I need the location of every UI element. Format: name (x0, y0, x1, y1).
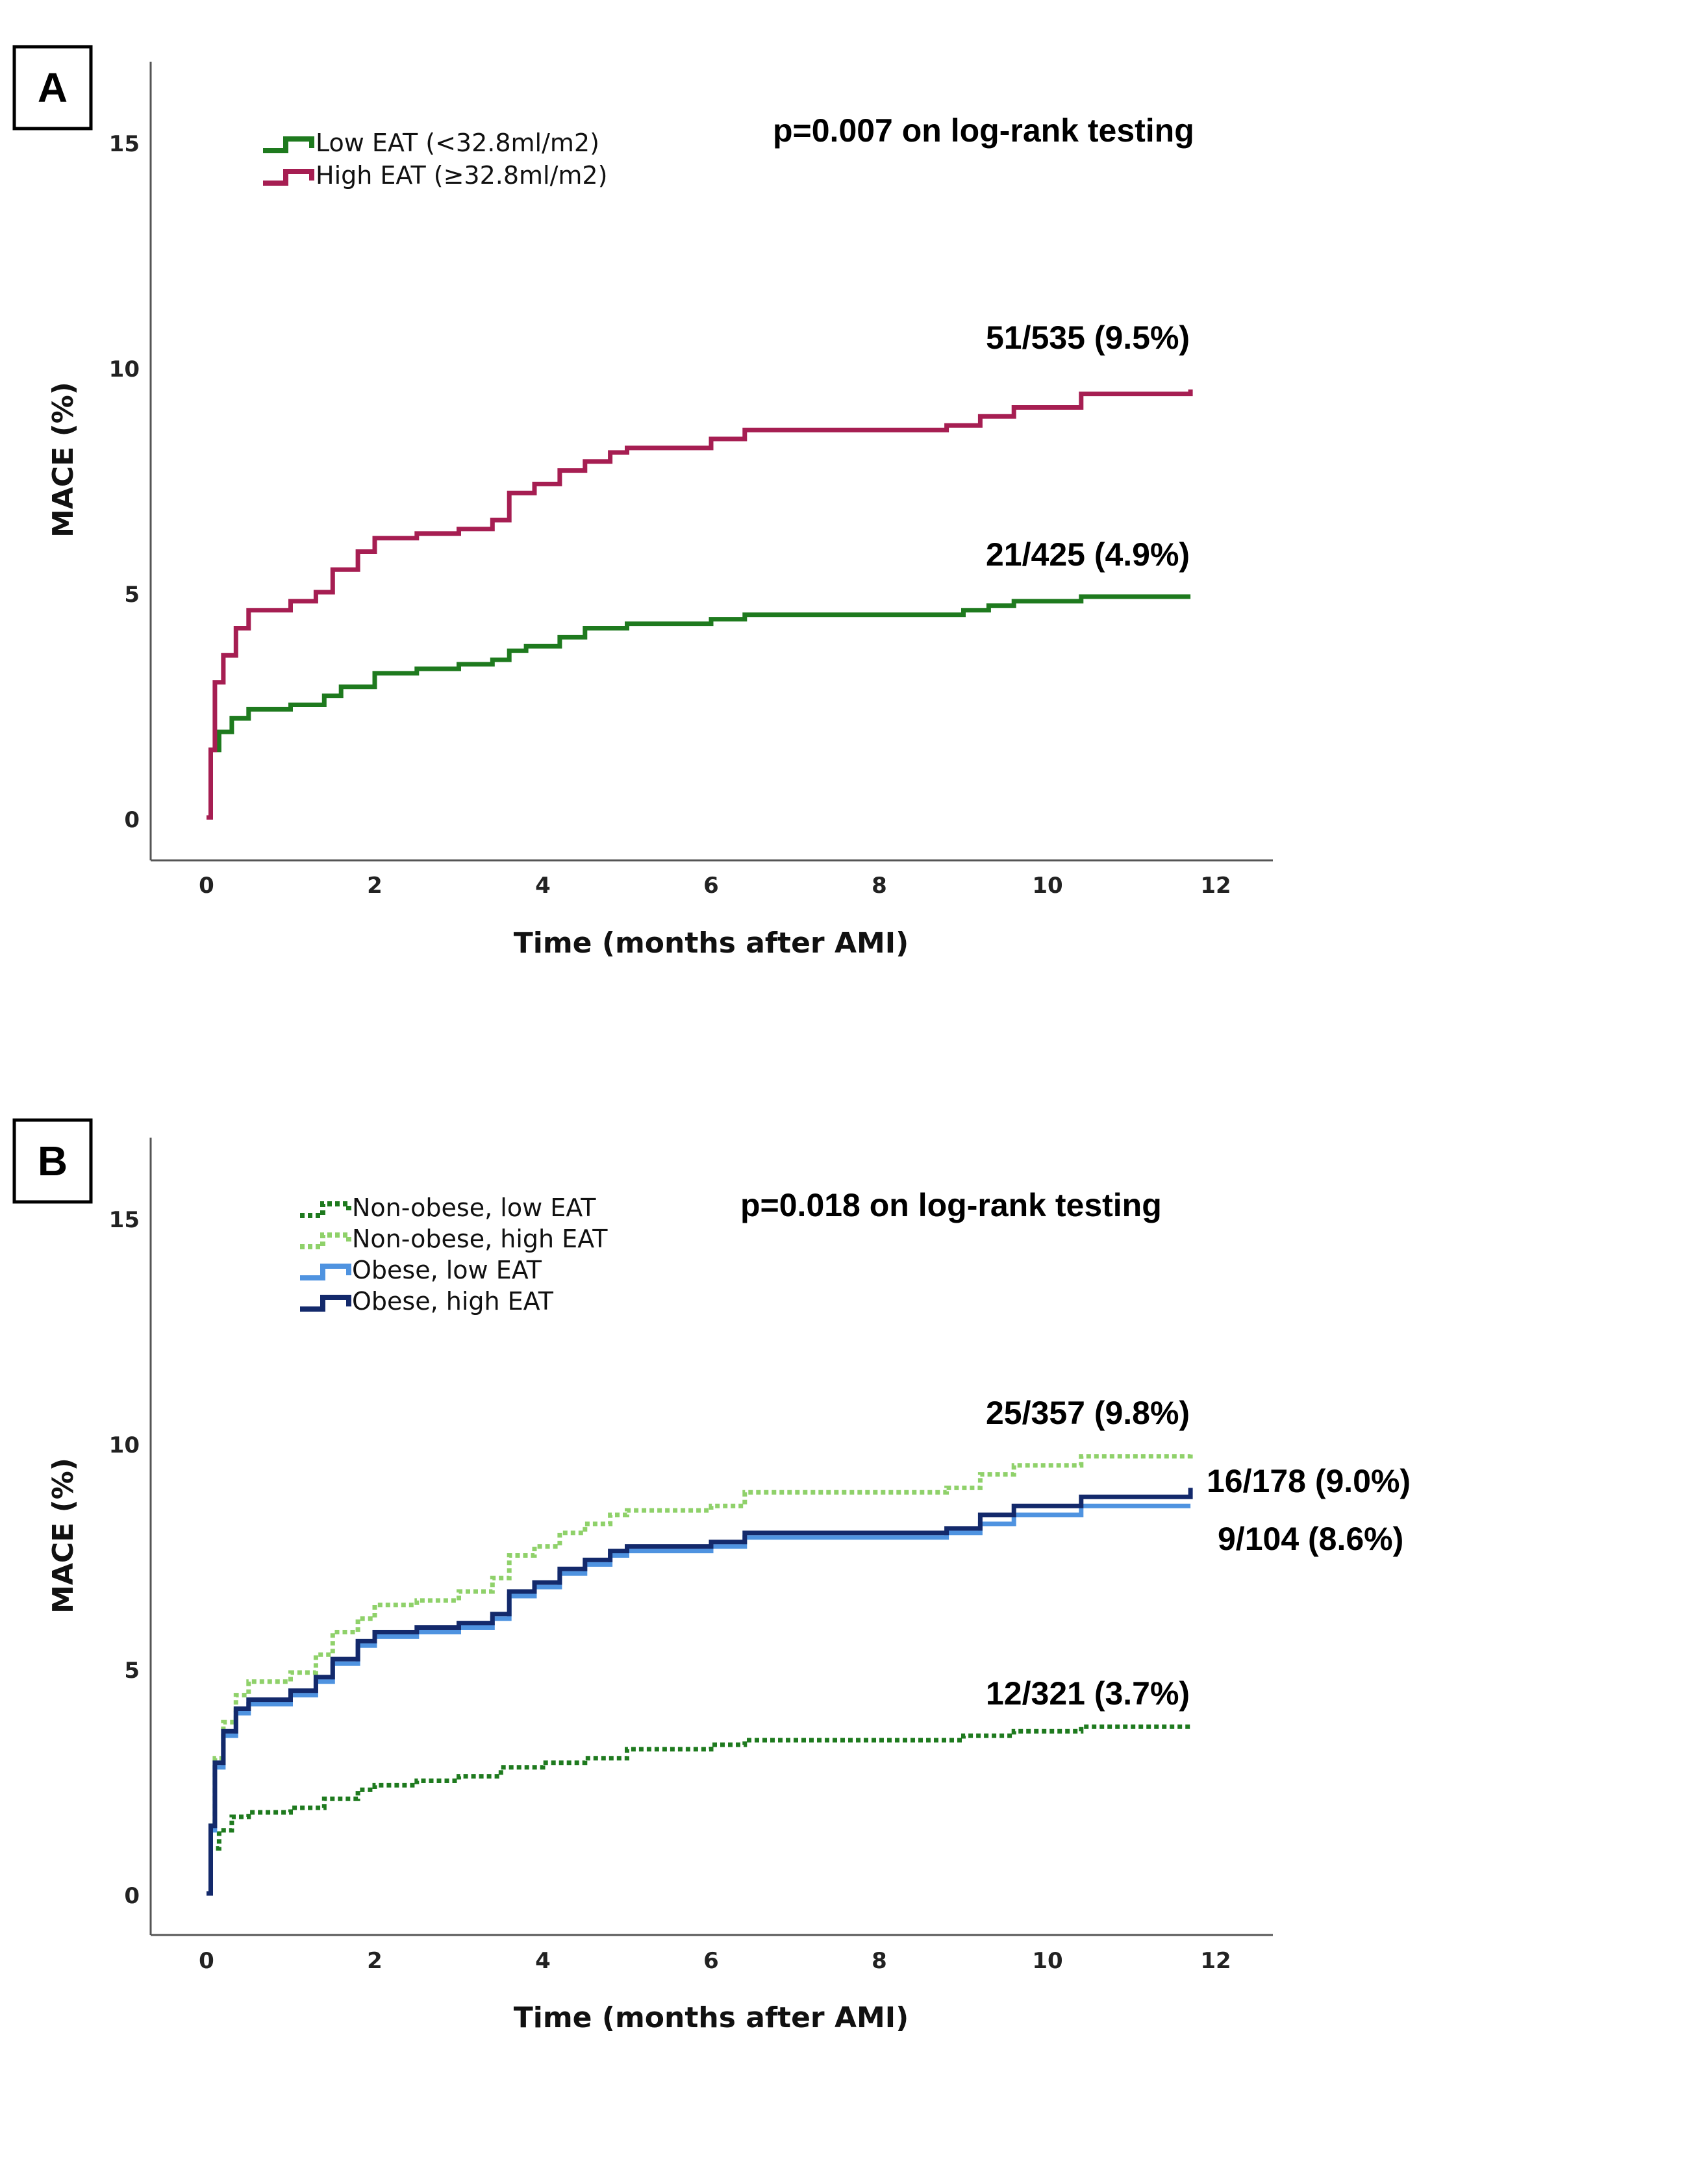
panel-b-x-ticks: 0 2 4 6 8 10 12 (199, 1948, 1231, 1974)
panel-a-end-label: 21/425 (4.9%) (986, 536, 1190, 573)
panel-b-end-label: 12/321 (3.7%) (986, 1675, 1190, 1712)
panel-b-legend-label: Obese, high EAT (352, 1287, 554, 1316)
panel-b-legend-swatch-nonobese-high (300, 1232, 351, 1249)
panel-a-legend-label: High EAT (≥32.8ml/m2) (316, 161, 607, 190)
panel-b-x-tick-label: 8 (872, 1948, 887, 1974)
panel-a-pvalue-annotation: p=0.007 on log-rank testing (773, 112, 1194, 149)
panel-a-x-tick-label: 12 (1200, 873, 1231, 899)
panel-a-legend-item: Low EAT (<32.8ml/m2) (263, 129, 599, 157)
panel-a-x-tick-label: 8 (872, 873, 887, 899)
panel-b-series-line-1 (207, 1724, 1191, 1896)
panel-b-letter: B (38, 1138, 68, 1184)
panel-b-x-tick-label: 0 (199, 1948, 214, 1974)
panel-a-legend-label: Low EAT (<32.8ml/m2) (316, 129, 599, 157)
panel-b: B 0 5 10 15 0 2 4 6 8 10 12 Time (months… (12, 1118, 1411, 2034)
panel-a-series-lines (207, 389, 1193, 820)
panel-a-y-ticks: 0 5 10 15 (109, 131, 140, 833)
panel-a-x-tick-label: 6 (703, 873, 719, 899)
panel-a-y-tick-label: 0 (124, 807, 140, 833)
panel-a: A 0 5 10 15 0 2 4 6 8 10 12 Time (months… (12, 45, 1273, 960)
panel-a-legend-swatch-low-eat (263, 136, 314, 153)
panel-a-x-tick-label: 2 (367, 873, 383, 899)
panel-b-legend-swatch-obese-high (300, 1295, 351, 1312)
panel-b-y-ticks: 0 5 10 15 (109, 1207, 140, 1909)
panel-a-x-tick-label: 4 (535, 873, 551, 899)
panel-b-legend: Non-obese, low EAT Non-obese, high EAT O… (300, 1193, 608, 1316)
panel-a-x-tick-label: 0 (199, 873, 214, 899)
panel-b-series-line-4 (207, 1488, 1193, 1896)
panel-a-x-ticks: 0 2 4 6 8 10 12 (199, 873, 1231, 899)
panel-a-letter-box (12, 45, 93, 131)
panel-b-y-tick-label: 10 (109, 1432, 140, 1458)
panel-a-end-label: 51/535 (9.5%) (986, 319, 1190, 356)
panel-b-legend-item: Obese, high EAT (300, 1287, 554, 1316)
panel-a-series-line-1 (207, 594, 1191, 820)
panel-b-legend-label: Non-obese, high EAT (352, 1225, 608, 1253)
panel-b-y-tick-label: 15 (109, 1207, 140, 1233)
panel-b-pvalue-annotation: p=0.018 on log-rank testing (740, 1187, 1162, 1223)
panel-b-letter-box (12, 1118, 93, 1204)
panel-a-y-tick-label: 10 (109, 356, 140, 382)
panel-b-y-tick-label: 5 (124, 1658, 140, 1684)
panel-b-legend-item: Non-obese, high EAT (300, 1225, 608, 1253)
panel-b-x-tick-label: 2 (367, 1948, 383, 1974)
panel-b-y-axis-title: MACE (%) (47, 1458, 80, 1614)
panel-b-y-tick-label: 0 (124, 1883, 140, 1909)
panel-a-x-tick-label: 10 (1032, 873, 1062, 899)
panel-a-letter: A (38, 64, 68, 111)
panel-b-x-tick-label: 10 (1032, 1948, 1062, 1974)
panel-b-end-label: 16/178 (9.0%) (1207, 1463, 1411, 1499)
panel-a-y-tick-label: 15 (109, 131, 140, 157)
panel-b-series-lines (207, 1451, 1193, 1896)
panel-a-y-tick-label: 5 (124, 582, 140, 608)
panel-a-legend: Low EAT (<32.8ml/m2) High EAT (≥32.8ml/m… (263, 129, 607, 190)
panel-b-legend-label: Obese, low EAT (352, 1256, 542, 1284)
panel-a-series-line-2 (207, 389, 1193, 820)
panel-b-x-axis-title: Time (months after AMI) (514, 2001, 909, 2034)
panel-a-y-axis-title: MACE (%) (47, 382, 80, 538)
panel-b-end-label: 25/357 (9.8%) (986, 1395, 1190, 1431)
panel-b-x-tick-label: 4 (535, 1948, 551, 1974)
panel-a-legend-swatch-high-eat (263, 169, 314, 186)
panel-b-legend-item: Obese, low EAT (300, 1256, 542, 1284)
panel-b-x-tick-label: 12 (1200, 1948, 1231, 1974)
panel-b-legend-item: Non-obese, low EAT (300, 1193, 596, 1222)
panel-b-legend-swatch-nonobese-low (300, 1201, 351, 1218)
panel-b-series-line-2 (207, 1451, 1193, 1896)
panel-a-legend-item: High EAT (≥32.8ml/m2) (263, 161, 607, 190)
panel-b-end-label: 9/104 (8.6%) (1218, 1521, 1403, 1557)
panel-b-x-tick-label: 6 (703, 1948, 719, 1974)
panel-b-legend-label: Non-obese, low EAT (352, 1193, 596, 1222)
panel-a-x-axis-title: Time (months after AMI) (514, 927, 909, 960)
panel-b-legend-swatch-obese-low (300, 1264, 351, 1280)
